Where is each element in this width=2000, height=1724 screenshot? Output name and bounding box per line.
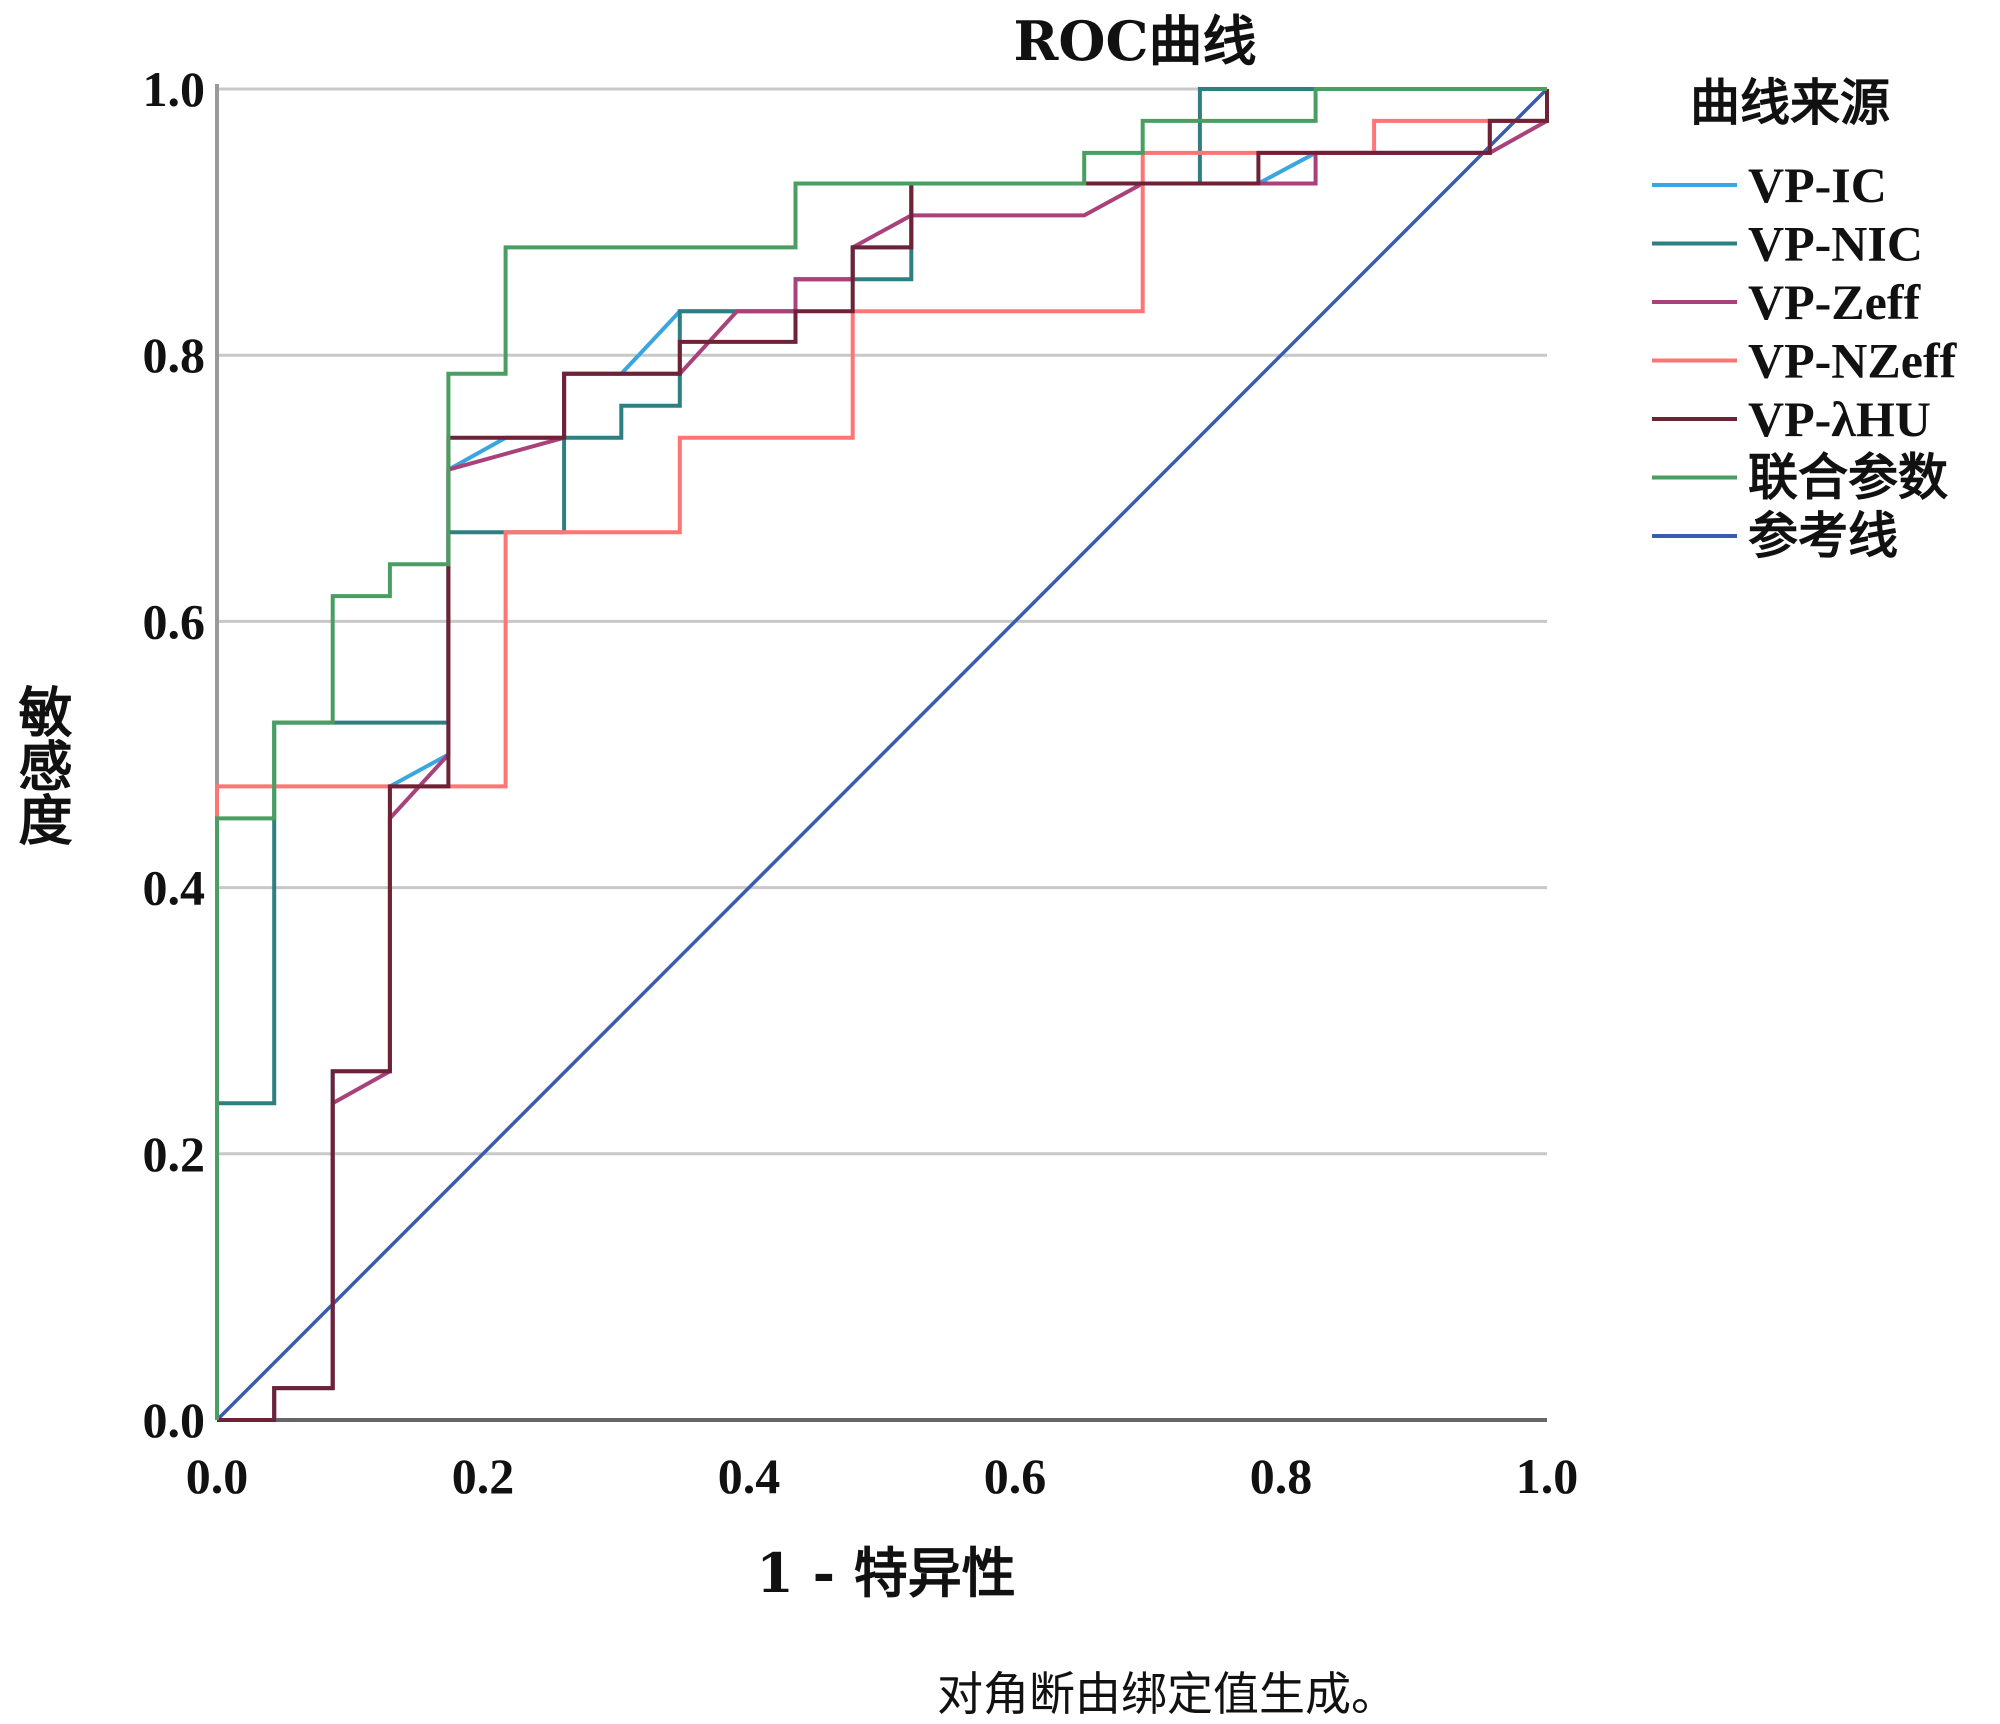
y-tick-label: 0.0 (143, 1392, 206, 1448)
series-line (217, 89, 1549, 1422)
legend-label: VP-Zeff (1748, 274, 1921, 330)
footnote: 对角断由绑定值生成。 (937, 1667, 1397, 1721)
series-line (215, 89, 1549, 1420)
x-tick-label: 1.0 (1516, 1448, 1579, 1504)
x-tick-label: 0.0 (186, 1448, 249, 1504)
y-axis-label: 敏感度 (9, 684, 73, 846)
x-tick-label: 0.6 (984, 1448, 1047, 1504)
x-tick-label: 0.8 (1250, 1448, 1313, 1504)
legend-title: 曲线来源 (1690, 75, 1890, 131)
y-tick-label: 0.8 (143, 327, 206, 383)
legend-label: 联合参数 (1748, 450, 1948, 506)
legend-label: 参考线 (1748, 508, 1898, 564)
y-tick-label: 0.2 (143, 1126, 206, 1182)
series-line (215, 87, 1549, 1422)
legend-label: VP-NZeff (1748, 333, 1958, 389)
y-tick-label: 0.4 (143, 860, 206, 916)
x-tick-label: 0.2 (452, 1448, 515, 1504)
y-tick-label: 0.6 (143, 593, 206, 649)
legend-label: VP-λHU (1748, 391, 1931, 447)
legend-label: VP-IC (1748, 157, 1887, 213)
y-tick-label: 1.0 (143, 61, 206, 117)
legend-label: VP-NIC (1748, 216, 1923, 272)
series-lines (215, 87, 1549, 1422)
series-line (217, 89, 1549, 1422)
x-axis-label: 1 - 特异性 (756, 1541, 1016, 1605)
tick-labels: 0.0 0.2 0.4 0.6 0.8 1.0 0.0 0.2 0.4 0.6 0.8 1.0 (143, 61, 1579, 1504)
x-tick-label: 0.4 (718, 1448, 781, 1504)
chart-title: ROC曲线 (1014, 9, 1257, 73)
series-line (215, 87, 1547, 1420)
gridlines (217, 87, 1547, 1156)
